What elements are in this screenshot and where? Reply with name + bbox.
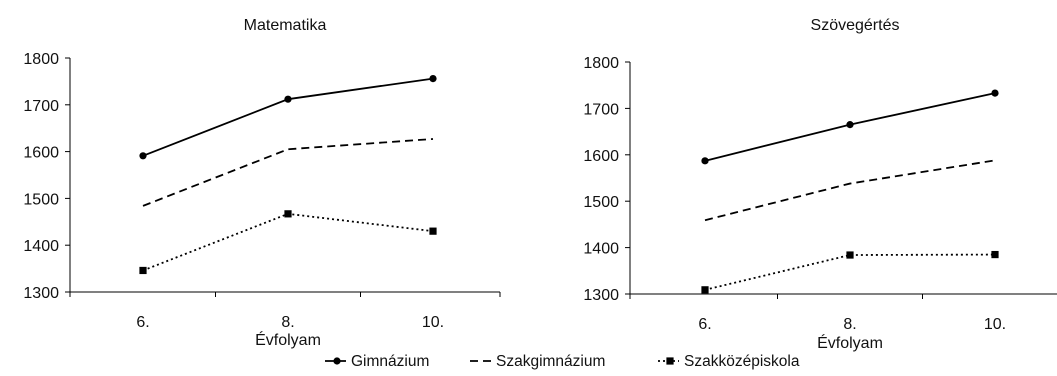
data-point-gimnazium: [429, 74, 437, 83]
series-line-szakkozepiskola: [704, 253, 996, 291]
data-point-szakkozepiskola: [991, 250, 999, 259]
data-point-szakkozepiskola: [429, 227, 437, 235]
y-tick-label: 1800: [583, 55, 619, 72]
data-point-szakkozepiskola: [139, 266, 147, 275]
x-axis-label: Évfolyam: [255, 330, 321, 349]
legend-label: Szakgimnázium: [496, 353, 605, 370]
series-line-szakgimnazium: [704, 159, 996, 222]
series-line-gimnazium: [142, 77, 434, 157]
x-tick-label: 6.: [698, 316, 711, 333]
chart-title: Matematika: [244, 17, 327, 34]
y-tick-label: 1400: [23, 238, 59, 255]
legend-item-szakkozepiskola: Szakközépiskola: [658, 353, 800, 370]
chart-panel-matematika: Matematika 1300 1400 1500 1600 1700 1800 6. 8. 10…: [23, 17, 501, 349]
legend-label: Szakközépiskola: [684, 353, 800, 370]
y-tick-label: 1400: [583, 241, 619, 258]
series-line-szakkozepiskola: [142, 212, 434, 272]
data-point-gimnazium: [139, 152, 147, 160]
chart-panel-szovegertes: Szövegértés 1300 1400 1500 1600 1700 1800 6. 8. 1…: [583, 17, 1057, 352]
data-point-gimnazium: [991, 89, 999, 97]
legend-item-szakgimnazium: Szakgimnázium: [470, 353, 605, 370]
y-tick-label: 1300: [583, 287, 619, 304]
legend-label: Gimnázium: [351, 353, 429, 370]
data-point-szakkozepiskola: [284, 210, 292, 218]
data-point-szakkozepiskola: [701, 286, 709, 294]
legend: Gimnázium Szakgimnázium Szakközépiskola: [325, 353, 800, 370]
x-axis-label: Évfolyam: [817, 333, 883, 352]
y-tick-label: 1700: [23, 98, 59, 115]
x-tick-label: 8.: [281, 314, 294, 331]
x-tick-label: 10.: [422, 314, 444, 331]
y-tick-label: 1500: [583, 194, 619, 211]
y-tick-label: 1500: [23, 191, 59, 208]
data-point-gimnazium: [701, 157, 709, 165]
legend-item-gimnazium: Gimnázium: [325, 353, 429, 370]
y-tick-label: 1600: [583, 148, 619, 165]
chart-title: Szövegértés: [811, 17, 900, 34]
data-point-gimnazium: [846, 121, 854, 129]
y-tick-label: 1300: [23, 285, 59, 302]
y-tick-label: 1700: [583, 101, 619, 118]
y-tick-label: 1800: [23, 51, 59, 68]
legend-marker-szakkozepiskola: [666, 357, 674, 365]
x-tick-label: 10.: [984, 316, 1006, 333]
x-tick-label: 6.: [136, 314, 149, 331]
legend-marker-gimnazium: [333, 357, 341, 365]
data-point-szakkozepiskola: [846, 251, 854, 259]
series-line-szakgimnazium: [142, 138, 434, 207]
x-tick-label: 8.: [843, 316, 856, 333]
y-tick-label: 1600: [23, 145, 59, 162]
data-point-gimnazium: [284, 95, 292, 103]
